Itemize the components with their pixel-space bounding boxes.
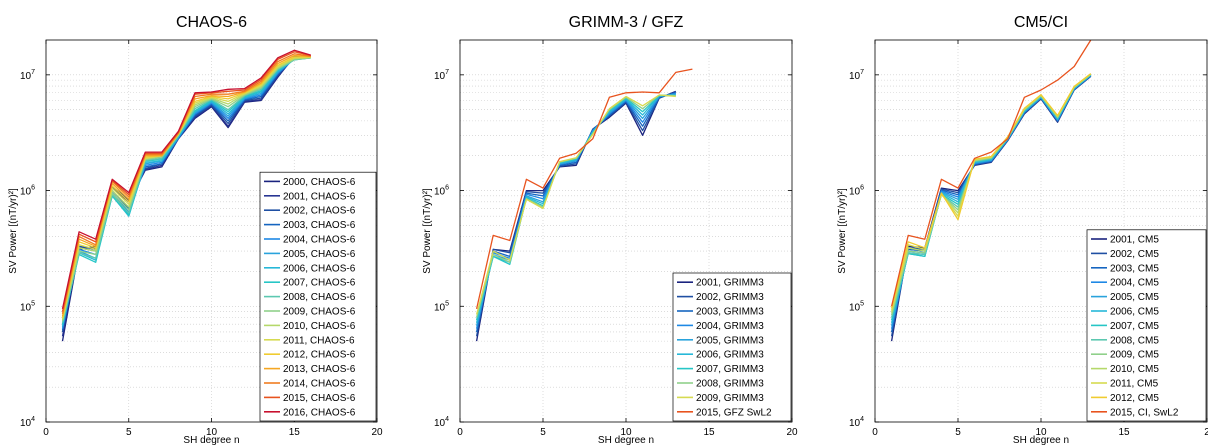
legend-label: 2015, GFZ SwL2 [696,407,772,418]
y-tick-label: 106 [849,185,864,198]
y-tick-label: 106 [434,185,449,198]
x-tick-label: 2 [1204,427,1208,438]
legend-label: 2012, CHAOS-6 [283,350,356,361]
legend: 2001, CM5 2002, CM5 2003, CM5 2004, CM5 2005… [1086,229,1207,422]
y-axis-label: SV Power [(nT/yr)²] [8,188,19,274]
legend-label: 2005, GRIMM3 [696,335,764,346]
y-tick-label: 107 [849,69,864,82]
x-tick-label: 20 [786,427,798,438]
chart-title: CHAOS-6 [176,14,247,31]
legend-label: 2011, CHAOS-6 [283,335,355,346]
legend-label: 2007, CM5 [1110,321,1159,332]
legend-label: 2009, CM5 [1110,350,1159,361]
y-tick-label: 107 [20,69,35,82]
x-axis-label: SH degree n [598,435,654,446]
series-lines [61,49,311,342]
legend-label: 2015, CI, SwL2 [1110,407,1179,418]
legend-label: 2008, CHAOS-6 [283,292,356,303]
legend-label: 2004, GRIMM3 [696,321,764,332]
legend-label: 2003, GRIMM3 [696,307,764,318]
legend-label: 2012, CM5 [1110,393,1159,404]
y-tick-label: 104 [20,416,35,429]
x-tick-label: 15 [703,427,715,438]
series-line-2 [475,91,677,337]
y-axis-label: SV Power [(nT/yr)²] [422,188,433,274]
series-line-13 [890,40,1092,307]
x-tick-label: 10 [206,427,218,438]
y-tick-label: 105 [849,300,864,313]
legend-label: 2010, CM5 [1110,364,1159,375]
legend-label: 2002, CM5 [1110,249,1159,260]
series-line-17 [61,49,311,310]
legend-label: 2011, CM5 [1110,379,1159,390]
legend-label: 2006, GRIMM3 [696,350,764,361]
y-tick-label: 105 [20,300,35,313]
legend-label: 2015, CHAOS-6 [283,393,356,404]
legend: 2001, GRIMM3 2002, GRIMM3 2003, GRIMM3 2004… [672,272,792,422]
x-tick-label: 15 [289,427,301,438]
series-lines [890,40,1092,342]
legend-label: 2007, CHAOS-6 [283,278,356,289]
legend-label: 2002, CHAOS-6 [283,206,356,217]
x-tick-label: 15 [1118,427,1130,438]
chart-panel-1: 0 5 10 15 20 104 105 106 107 CHAOS-6 SH degree n SV… [8,14,383,446]
series-line-9 [475,94,676,315]
legend: 2000, CHAOS-6 2001, CHAOS-6 2002, CHAOS-6 2… [259,171,377,422]
legend-label: 2002, GRIMM3 [696,292,764,303]
legend-label: 2001, GRIMM3 [696,278,764,289]
x-tick-label: 10 [1035,427,1047,438]
legend-box [672,272,792,422]
chart-title: GRIMM-3 / GFZ [569,14,684,31]
legend-label: 2004, CHAOS-6 [283,235,356,246]
y-tick-label: 106 [20,185,35,198]
x-tick-label: 0 [43,427,49,438]
legend-label: 2009, GRIMM3 [696,393,764,404]
legend-label: 2008, GRIMM3 [696,379,764,390]
legend-label: 2001, CHAOS-6 [283,191,356,202]
series-lines [475,68,693,342]
legend-label: 2010, CHAOS-6 [283,321,356,332]
legend-label: 2007, GRIMM3 [696,364,764,375]
x-tick-label: 5 [955,427,961,438]
y-tick-label: 105 [434,300,449,313]
legend-label: 2005, CHAOS-6 [283,249,356,260]
series-line-12 [890,73,1092,309]
legend-label: 2016, CHAOS-6 [283,407,356,418]
y-tick-label: 104 [434,416,449,429]
legend-label: 2003, CHAOS-6 [283,220,356,231]
legend-label: 2005, CM5 [1110,292,1159,303]
legend-label: 2006, CHAOS-6 [283,263,356,274]
chart-panel-3: 0 5 10 15 2 104 105 106 107 CM5/CI SH degree n SV P… [837,14,1208,446]
y-tick-label: 107 [434,69,449,82]
series-line-1 [475,90,677,342]
legend-label: 2014, CHAOS-6 [283,379,356,390]
legend-label: 2004, CM5 [1110,278,1159,289]
legend-label: 2009, CHAOS-6 [283,307,356,318]
chart-title: CM5/CI [1014,14,1068,31]
x-tick-label: 0 [457,427,463,438]
series-line-8 [61,57,311,325]
legend-label: 2008, CM5 [1110,335,1159,346]
x-tick-label: 10 [620,427,632,438]
legend-label: 2006, CM5 [1110,307,1159,318]
legend-label: 2000, CHAOS-6 [283,177,356,188]
x-tick-label: 5 [126,427,132,438]
series-line-10 [475,68,693,310]
legend-label: 2001, CM5 [1110,235,1159,246]
legend-label: 2003, CM5 [1110,263,1159,274]
x-tick-label: 5 [540,427,546,438]
y-axis-label: SV Power [(nT/yr)²] [837,188,848,274]
legend-label: 2013, CHAOS-6 [283,364,356,375]
y-tick-label: 104 [849,416,864,429]
chart-panel-2: 0 5 10 15 20 104 105 106 107 GRIMM-3 / GFZ SH degr… [422,14,798,446]
x-axis-label: SH degree n [1013,435,1069,446]
x-tick-label: 0 [872,427,878,438]
x-axis-label: SH degree n [183,435,239,446]
x-tick-label: 20 [371,427,383,438]
